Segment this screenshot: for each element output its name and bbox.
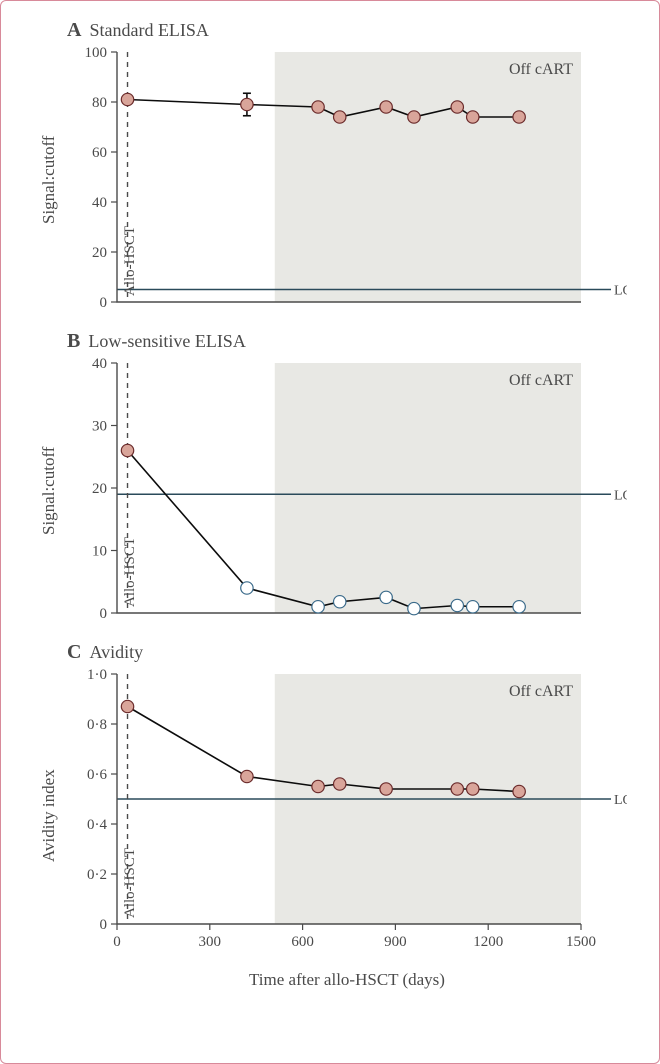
panel-b-ylabel: Signal:cutoff xyxy=(39,447,59,535)
panel-c-title: C Avidity xyxy=(67,641,637,664)
panel-a-chart-wrap: Signal:cutoff Allo-HSCT LODOff cART02040… xyxy=(67,44,637,316)
svg-text:Off cART: Off cART xyxy=(509,61,573,78)
svg-text:80: 80 xyxy=(92,95,107,111)
svg-text:300: 300 xyxy=(199,934,222,950)
panel-c-chart-wrap: Avidity index Allo-HSCT LODOff cART00·20… xyxy=(67,666,637,964)
figure-frame: AStandard ELISA Signal:cutoff Allo-HSCT … xyxy=(0,0,660,1064)
svg-text:Off cART: Off cART xyxy=(509,372,573,389)
panel-c-svg: LOD Off cART 0 0·2 0·4 0·6 0·8 1·0 0 300 600 900 120… xyxy=(67,666,627,964)
svg-text:Off cART: Off cART xyxy=(509,683,573,700)
svg-text:LOD: LOD xyxy=(614,488,627,503)
svg-text:1·0: 1·0 xyxy=(87,667,107,683)
svg-text:60: 60 xyxy=(92,145,107,161)
x-axis-label: Time after allo-HSCT (days) xyxy=(67,970,627,990)
panel-b-title: B Low-sensitive ELISA xyxy=(67,330,637,353)
svg-text:0: 0 xyxy=(100,917,108,933)
svg-text:600: 600 xyxy=(291,934,314,950)
svg-text:LOD: LOD xyxy=(614,793,627,808)
svg-text:0: 0 xyxy=(100,606,108,622)
panel-a-allo-hsct-label: Allo-HSCT xyxy=(122,226,139,296)
panel-c-allo-hsct-label: Allo-HSCT xyxy=(122,848,139,918)
svg-text:30: 30 xyxy=(92,419,107,435)
panel-a-letter: A xyxy=(67,19,81,41)
panel-a-subtitle: Standard ELISA xyxy=(89,20,208,40)
svg-text:10: 10 xyxy=(92,544,107,560)
svg-text:0: 0 xyxy=(100,295,108,311)
panel-c-subtitle: Avidity xyxy=(89,642,143,662)
panel-b-chart-wrap: Signal:cutoff Allo-HSCT LODOff cART01020… xyxy=(67,355,637,627)
panel-a: AStandard ELISA Signal:cutoff Allo-HSCT … xyxy=(23,19,637,316)
panel-b: B Low-sensitive ELISA Signal:cutoff Allo-… xyxy=(23,330,637,627)
svg-text:40: 40 xyxy=(92,195,107,211)
svg-text:0·6: 0·6 xyxy=(87,767,107,783)
svg-text:100: 100 xyxy=(85,45,108,61)
panel-c-letter: C xyxy=(67,641,81,663)
svg-text:0·4: 0·4 xyxy=(87,817,107,833)
svg-text:0·8: 0·8 xyxy=(87,717,107,733)
svg-text:LOD: LOD xyxy=(614,284,627,299)
svg-text:1200: 1200 xyxy=(473,934,503,950)
panel-b-allo-hsct-label: Allo-HSCT xyxy=(122,537,139,607)
svg-text:20: 20 xyxy=(92,245,107,261)
panel-b-svg: LOD Off cART 0 10 20 30 40 xyxy=(67,355,627,627)
panel-a-title: A Standard ELISA xyxy=(67,19,637,42)
panel-a-ylabel: Signal:cutoff xyxy=(39,136,59,224)
panel-c: C Avidity Avidity index Allo-HSCT LOD Off … xyxy=(23,641,637,990)
svg-text:0·2: 0·2 xyxy=(87,867,107,883)
svg-text:20: 20 xyxy=(92,481,107,497)
svg-text:0: 0 xyxy=(113,934,121,950)
panel-b-letter: B xyxy=(67,330,80,352)
panel-c-ylabel: Avidity index xyxy=(39,769,59,862)
svg-text:900: 900 xyxy=(384,934,407,950)
svg-text:40: 40 xyxy=(92,356,107,372)
panel-a-svg: LOD Off cART 0 20 40 60 80 100 xyxy=(67,44,627,316)
panel-b-subtitle: Low-sensitive ELISA xyxy=(88,331,245,351)
svg-text:1500: 1500 xyxy=(566,934,596,950)
